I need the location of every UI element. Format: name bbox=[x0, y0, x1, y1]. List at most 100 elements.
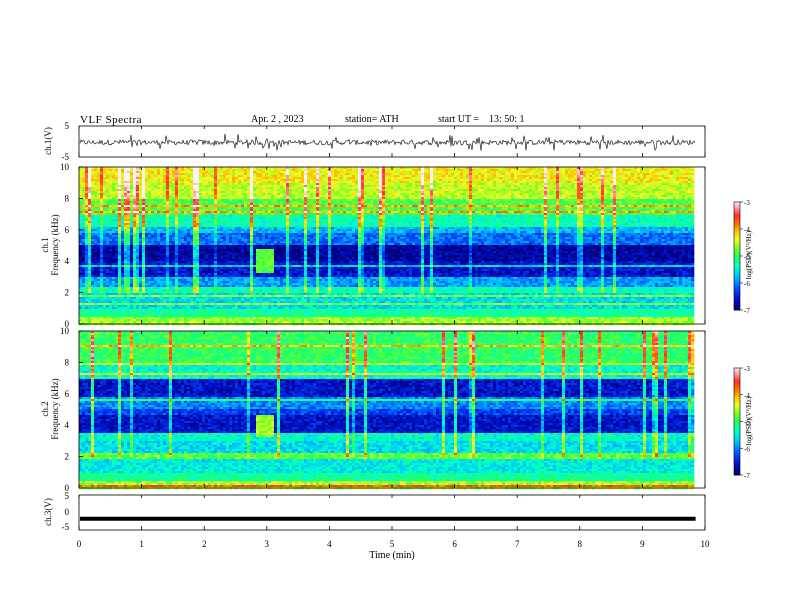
spectrogram-cell bbox=[322, 197, 325, 199]
spectrogram-cell bbox=[373, 187, 376, 189]
spectrogram-cell bbox=[670, 179, 673, 181]
spectrogram-cell bbox=[142, 177, 145, 179]
spectrogram-cell bbox=[325, 175, 328, 177]
spectrogram-cell bbox=[424, 173, 427, 175]
spectrogram-cell bbox=[196, 187, 199, 189]
spectrogram-cell bbox=[535, 199, 538, 201]
spectrogram-cell bbox=[517, 175, 520, 177]
spectrogram-cell bbox=[169, 189, 172, 191]
spectrogram-cell bbox=[586, 189, 589, 191]
spectrogram-cell bbox=[223, 175, 226, 177]
spectrogram-cell bbox=[226, 191, 229, 193]
spectrogram-cell bbox=[163, 169, 166, 171]
spectrogram-cell bbox=[637, 191, 640, 193]
spectrogram-cell bbox=[100, 189, 103, 191]
spectrogram-cell bbox=[448, 177, 451, 179]
spectrogram-cell bbox=[391, 183, 394, 185]
spectrogram-cell bbox=[337, 175, 340, 177]
spectrogram-cell bbox=[463, 189, 466, 191]
spectrogram-cell bbox=[514, 175, 517, 177]
spectrogram-cell bbox=[322, 175, 325, 177]
spectrogram-cell bbox=[442, 185, 445, 187]
spectrogram-cell bbox=[574, 193, 577, 195]
spectrogram-cell bbox=[196, 185, 199, 187]
spectrogram-cell bbox=[565, 181, 568, 183]
spectrogram-cell bbox=[688, 189, 691, 191]
spectrogram-cell bbox=[124, 187, 127, 189]
spectrogram-cell bbox=[163, 179, 166, 181]
spectrogram-cell bbox=[133, 177, 136, 179]
spectrogram-cell bbox=[151, 197, 154, 199]
spectrogram-cell bbox=[208, 175, 211, 177]
spectrogram-cell bbox=[241, 191, 244, 193]
spectrogram-cell bbox=[139, 173, 142, 175]
spectrogram-cell bbox=[334, 181, 337, 183]
spectrogram-cell bbox=[418, 189, 421, 191]
spectrogram-cell bbox=[130, 169, 133, 171]
spectrogram-cell bbox=[409, 199, 412, 201]
spectrogram-cell bbox=[349, 175, 352, 177]
spectrogram-cell bbox=[82, 169, 85, 171]
spectrogram-cell bbox=[130, 181, 133, 183]
spectrogram-cell bbox=[667, 169, 670, 171]
spectrogram-cell bbox=[595, 175, 598, 177]
spectrogram-cell bbox=[304, 181, 307, 183]
spectrogram-cell bbox=[673, 187, 676, 189]
spectrogram-cell bbox=[493, 195, 496, 197]
spectrogram-cell bbox=[250, 171, 253, 173]
spectrogram-cell bbox=[625, 169, 628, 171]
spectrogram-cell bbox=[637, 179, 640, 181]
spectrogram-cell bbox=[253, 183, 256, 185]
spectrogram-cell bbox=[475, 189, 478, 191]
spectrogram-cell bbox=[103, 183, 106, 185]
spectrogram-cell bbox=[313, 175, 316, 177]
spectrogram-cell bbox=[340, 175, 343, 177]
spectrogram-cell bbox=[430, 193, 433, 195]
spectrogram-cell bbox=[448, 195, 451, 197]
spectrogram-cell bbox=[310, 193, 313, 195]
spectrogram-cell bbox=[640, 169, 643, 171]
spectrogram-cell bbox=[331, 197, 334, 199]
spectrogram-cell bbox=[268, 181, 271, 183]
spectrogram-cell bbox=[361, 189, 364, 191]
spectrogram-cell bbox=[196, 195, 199, 197]
spectrogram-cell bbox=[253, 177, 256, 179]
spectrogram-cell bbox=[664, 175, 667, 177]
spectrogram-cell bbox=[322, 193, 325, 195]
spectrogram-cell bbox=[397, 185, 400, 187]
spectrogram-cell bbox=[247, 171, 250, 173]
spectrogram-cell bbox=[514, 189, 517, 191]
spectrogram-cell bbox=[475, 169, 478, 171]
spectrogram-cell bbox=[334, 175, 337, 177]
spectrogram-cell bbox=[493, 175, 496, 177]
spectrogram-cell bbox=[157, 177, 160, 179]
spectrogram-cell bbox=[304, 177, 307, 179]
spectrogram-cell bbox=[607, 191, 610, 193]
spectrogram-cell bbox=[214, 187, 217, 189]
spectrogram-cell bbox=[337, 173, 340, 175]
spectrogram-cell bbox=[511, 177, 514, 179]
spectrogram-cell bbox=[643, 191, 646, 193]
spectrogram-cell bbox=[217, 195, 220, 197]
spectrogram-cell bbox=[658, 185, 661, 187]
spectrogram-cell bbox=[391, 195, 394, 197]
spectrogram-cell bbox=[247, 195, 250, 197]
spectrogram-cell bbox=[265, 191, 268, 193]
spectrogram-cell bbox=[643, 195, 646, 197]
spectrogram-cell bbox=[526, 193, 529, 195]
spectrogram-cell bbox=[553, 169, 556, 171]
spectrogram-cell bbox=[265, 199, 268, 201]
spectrogram-cell bbox=[379, 171, 382, 173]
spectrogram-cell bbox=[451, 185, 454, 187]
spectrogram-cell bbox=[196, 183, 199, 185]
spectrogram-cell bbox=[565, 179, 568, 181]
spectrogram-cell bbox=[115, 197, 118, 199]
spectrogram-cell bbox=[553, 179, 556, 181]
spectrogram-cell bbox=[526, 177, 529, 179]
spectrogram-cell bbox=[529, 187, 532, 189]
spectrogram-cell bbox=[427, 169, 430, 171]
spectrogram-cell bbox=[334, 191, 337, 193]
spectrogram-cell bbox=[214, 181, 217, 183]
spectrogram-cell bbox=[220, 179, 223, 181]
